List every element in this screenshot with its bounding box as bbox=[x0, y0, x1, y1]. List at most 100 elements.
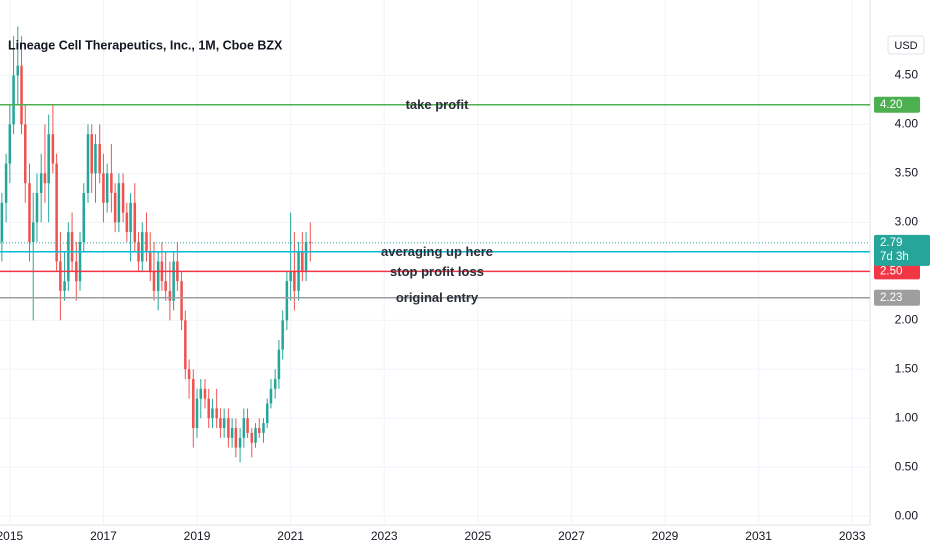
level-badge-label: 2.23 bbox=[880, 292, 902, 304]
candle-body bbox=[148, 251, 152, 272]
level-badge-label: 4.20 bbox=[880, 99, 902, 111]
last-price-label: 2.79 bbox=[880, 237, 902, 249]
y-tick-label: 1.50 bbox=[895, 361, 919, 375]
y-tick-label: 2.00 bbox=[895, 312, 919, 326]
candle-body bbox=[199, 388, 203, 399]
candle-body bbox=[43, 173, 47, 184]
candle-body bbox=[246, 418, 249, 433]
candle-body bbox=[254, 428, 257, 443]
candle-body bbox=[121, 183, 125, 213]
candle-body bbox=[203, 388, 207, 399]
candle-body bbox=[230, 428, 234, 438]
candle-body bbox=[172, 261, 175, 301]
candle-body bbox=[152, 271, 156, 291]
x-tick-label: 2017 bbox=[90, 529, 117, 543]
level-label: original entry bbox=[396, 290, 479, 305]
candle-body bbox=[262, 423, 265, 433]
candle-body bbox=[8, 124, 12, 164]
candle-body bbox=[117, 183, 121, 223]
candle-body bbox=[90, 134, 93, 174]
candle-body bbox=[309, 241, 312, 243]
candle-body bbox=[207, 398, 210, 419]
candle-body bbox=[222, 418, 226, 429]
candle-body bbox=[289, 271, 292, 282]
candle-body bbox=[35, 192, 39, 223]
candle-body bbox=[55, 163, 58, 262]
candle-body bbox=[31, 222, 35, 242]
plot bbox=[0, 0, 870, 525]
candle-body bbox=[285, 281, 289, 321]
chart-title: Lineage Cell Therapeutics, Inc., 1M, Cbo… bbox=[8, 38, 283, 52]
candle-body bbox=[110, 173, 113, 193]
candle-body bbox=[105, 173, 109, 203]
candle-body bbox=[164, 281, 167, 291]
candle-body bbox=[211, 408, 214, 419]
candle-body bbox=[145, 232, 148, 252]
y-tick-label: 0.00 bbox=[895, 508, 919, 522]
candle-body bbox=[12, 75, 15, 125]
y-tick-label: 3.50 bbox=[895, 166, 919, 180]
candle-body bbox=[304, 241, 308, 272]
level-badge bbox=[874, 263, 920, 280]
candle-body bbox=[47, 134, 50, 184]
candle-body bbox=[168, 290, 172, 301]
last-price-badge bbox=[874, 234, 930, 266]
candle-body bbox=[250, 432, 254, 443]
level-label: take profit bbox=[406, 97, 470, 112]
x-tick-label: 2033 bbox=[839, 529, 866, 543]
currency-label[interactable]: USD bbox=[894, 40, 917, 52]
level-badge bbox=[874, 96, 920, 113]
level-label: averaging up here bbox=[381, 244, 493, 259]
candle-body bbox=[242, 418, 246, 438]
candle-body bbox=[98, 143, 101, 174]
candle-body bbox=[293, 271, 296, 291]
candle-body bbox=[273, 379, 277, 389]
x-tick-label: 2025 bbox=[464, 529, 491, 543]
y-tick-label: 0.50 bbox=[895, 459, 919, 473]
candle-body bbox=[16, 65, 20, 76]
y-tick-label: 4.50 bbox=[895, 68, 919, 82]
candle-body bbox=[258, 428, 261, 433]
candle-body bbox=[187, 369, 191, 380]
candle-body bbox=[227, 418, 230, 438]
candle-body bbox=[156, 261, 160, 291]
candle-body bbox=[39, 173, 43, 193]
candle-body bbox=[277, 349, 281, 380]
candle-body bbox=[113, 192, 117, 223]
candle-body bbox=[24, 124, 27, 184]
candle-body bbox=[78, 241, 82, 282]
candle-body bbox=[192, 379, 195, 429]
level-badge-label: 2.50 bbox=[880, 265, 902, 277]
x-tick-label: 2021 bbox=[277, 529, 304, 543]
y-tick-label: 4.00 bbox=[895, 117, 919, 131]
candle-body bbox=[70, 232, 74, 262]
candle-body bbox=[86, 134, 90, 193]
x-tick-label: 2015 bbox=[0, 529, 23, 543]
candle-body bbox=[129, 202, 132, 233]
candle-body bbox=[94, 143, 97, 174]
candle-body bbox=[265, 403, 269, 424]
candle-body bbox=[234, 428, 238, 448]
candle-body bbox=[269, 388, 273, 404]
candle-body bbox=[141, 232, 144, 262]
x-tick-label: 2023 bbox=[371, 529, 398, 543]
candle-body bbox=[59, 261, 62, 291]
currency-button[interactable] bbox=[887, 35, 925, 55]
x-tick-label: 2029 bbox=[652, 529, 679, 543]
candle-body bbox=[184, 320, 187, 370]
candle-body bbox=[4, 163, 8, 203]
candle-body bbox=[215, 408, 218, 419]
level-badge bbox=[874, 289, 920, 306]
candle-body bbox=[67, 232, 70, 282]
x-tick-label: 2019 bbox=[184, 529, 211, 543]
candle-body bbox=[281, 320, 284, 350]
candle-body bbox=[102, 173, 105, 203]
candle-body bbox=[0, 202, 4, 242]
candle-body bbox=[28, 183, 31, 242]
level-label: stop profit loss bbox=[390, 264, 484, 279]
candle-body bbox=[180, 281, 183, 321]
candle-body bbox=[20, 65, 23, 125]
countdown-label: 7d 3h bbox=[880, 251, 909, 263]
candle-body bbox=[219, 418, 222, 429]
candle-body bbox=[301, 251, 304, 272]
